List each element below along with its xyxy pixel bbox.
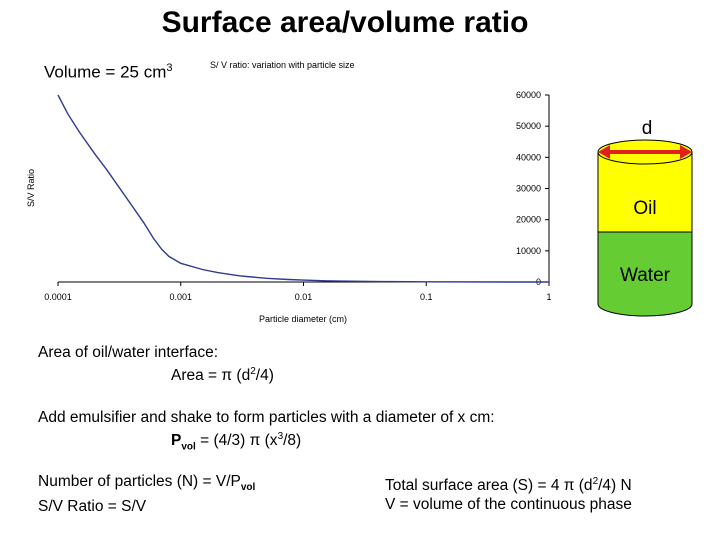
pvol-symbol: P: [171, 432, 182, 450]
surface-area-text: Total surface area (S) = 4 π (d2/4) N V …: [385, 472, 632, 514]
water-layer: [597, 231, 693, 317]
chart-title: S/ V ratio: variation with particle size: [210, 60, 355, 70]
interface-formula: Area = π (d2/4): [38, 362, 274, 385]
diameter-label: d: [642, 118, 653, 139]
volume-exponent: 3: [166, 62, 173, 74]
interface-formula-start: Area = π (d: [171, 367, 251, 385]
chart: S/ V ratio: variation with particle size…: [26, 60, 693, 324]
y-axis-label: S/V Ratio: [26, 169, 36, 207]
y-tick-label: 10000: [516, 246, 541, 256]
particle-count-text: Number of particles (N) = V/Pvol S/V Rat…: [38, 472, 255, 516]
diameter-arrowhead-left: [598, 145, 610, 159]
oil-water-diagram: d Oil Water: [597, 118, 693, 317]
interface-formula-end: /4): [255, 367, 274, 385]
water-label: Water: [620, 265, 671, 286]
interface-line-1: Area of oil/water interface:: [38, 344, 219, 361]
pvol-formula-start: = (4/3) π (x: [195, 432, 278, 450]
num-particles-line: Number of particles (N) = V/Pvol: [38, 472, 255, 497]
oil-label: Oil: [633, 198, 656, 219]
y-tick-label: 40000: [516, 152, 541, 162]
oil-layer: [598, 152, 692, 232]
x-tick-label: 0.001: [169, 292, 192, 302]
x-tick-label: 0.01: [295, 292, 313, 302]
series-line: [57, 94, 549, 283]
slide-title: Surface area/volume ratio: [161, 6, 529, 39]
x-tick-label: 0.1: [420, 292, 433, 302]
total-area: Total surface area (S) = 4 π (d: [385, 477, 593, 495]
interface-text: Area of oil/water interface: Area = π (d…: [38, 343, 274, 385]
num-particles-subscript: vol: [240, 482, 256, 494]
y-tick-label: 30000: [516, 184, 541, 194]
chart-layer: S/ V ratio: variation with particle size…: [26, 60, 552, 324]
volume-value: Volume = 25 cm: [44, 62, 167, 82]
total-area-end: /4) N: [598, 477, 632, 495]
x-tick-label: 1: [546, 292, 551, 302]
num-particles: Number of particles (N) = V/P: [38, 473, 241, 490]
total-area-line: Total surface area (S) = 4 π (d2/4) N: [385, 472, 632, 495]
x-axis-label: Particle diameter (cm): [259, 314, 347, 324]
y-tick-label: 20000: [516, 215, 541, 225]
sv-ratio-line: S/V Ratio = S/V: [38, 498, 147, 516]
total-area-exp: 2: [592, 476, 599, 487]
diameter-arrowhead-right: [680, 145, 692, 159]
pvol-subscript: vol: [181, 441, 196, 453]
pvol-formula: Pvol = (4/3) π (x3/8): [38, 427, 495, 456]
x-tick-label: 0.0001: [44, 292, 72, 302]
interface-formula-exp: 2: [250, 366, 256, 377]
pvol-formula-end: /8): [283, 432, 302, 450]
volume-label: Volume = 25 cm3: [44, 62, 173, 83]
emulsifier-text: Add emulsifier and shake to form particl…: [38, 408, 495, 456]
y-tick-label: 60000: [516, 90, 541, 100]
pvol-formula-exp: 3: [277, 431, 284, 442]
emulsifier-line-1: Add emulsifier and shake to form particl…: [38, 409, 495, 426]
y-tick-label: 50000: [516, 121, 541, 131]
volume-definition: V = volume of the continuous phase: [385, 496, 632, 514]
